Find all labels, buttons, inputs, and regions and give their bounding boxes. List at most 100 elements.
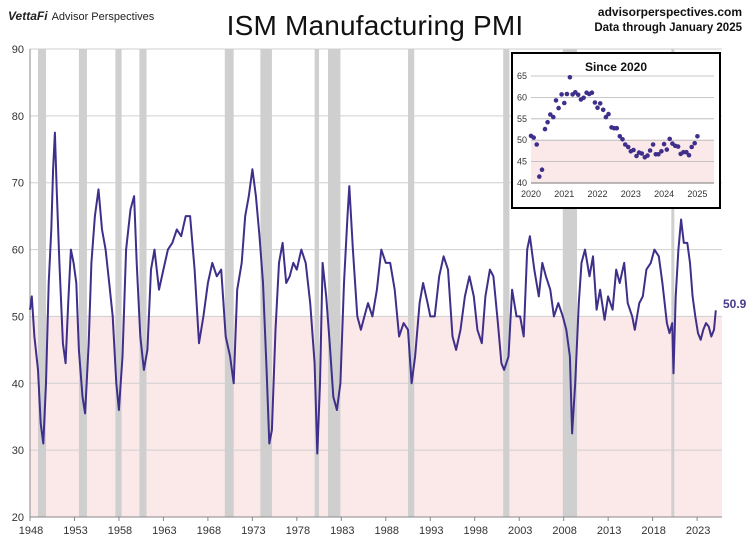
inset-point xyxy=(551,114,556,120)
y-tick-label: 90 xyxy=(12,44,24,56)
recession-bar xyxy=(139,49,147,517)
inset-x-tick-label: 2020 xyxy=(521,189,541,199)
pmi-line xyxy=(29,131,717,455)
brand-name: Advisor Perspectives xyxy=(51,11,155,23)
y-tick-label: 70 xyxy=(12,178,24,190)
inset-point xyxy=(589,90,595,95)
inset-y-tick-label: 65 xyxy=(517,71,527,81)
x-tick-label: 1958 xyxy=(108,525,132,537)
x-tick-label: 2008 xyxy=(552,525,576,537)
inset-y-tick-label: 60 xyxy=(517,92,527,102)
x-tick-label: 1993 xyxy=(419,525,443,537)
last-value-label: 50.9 xyxy=(723,297,747,311)
inset-point xyxy=(625,144,631,150)
inset-point xyxy=(531,135,536,140)
inset-point xyxy=(542,126,548,132)
inset-point xyxy=(597,101,603,106)
inset-point xyxy=(556,105,561,111)
vettafi-logo: VettaFi xyxy=(8,9,48,23)
inset-x-tick-label: 2022 xyxy=(588,189,608,199)
x-tick-label: 2003 xyxy=(508,525,532,537)
x-tick-label: 1983 xyxy=(330,525,354,537)
recession-bar xyxy=(115,49,122,517)
inset-title: Since 2020 xyxy=(585,60,647,74)
recession-bar xyxy=(224,49,234,517)
x-tick-label: 1963 xyxy=(152,525,176,537)
x-tick-label: 1988 xyxy=(375,525,399,537)
x-tick-label: 2018 xyxy=(641,525,665,537)
inset-point xyxy=(675,144,681,149)
inset-point xyxy=(617,134,623,139)
recession-bar xyxy=(408,49,415,517)
inset-point xyxy=(614,125,620,131)
inset-point xyxy=(562,100,567,106)
inset-point xyxy=(639,151,645,156)
source-note: Data through January 2025 xyxy=(594,22,742,34)
inset-point xyxy=(548,112,553,117)
inset-point xyxy=(689,144,694,150)
inset-point xyxy=(559,92,564,97)
inset-point xyxy=(545,119,550,125)
recession-bar xyxy=(260,49,272,517)
inset-point xyxy=(684,149,689,155)
x-tick-label: 1968 xyxy=(197,525,221,537)
recession-bar xyxy=(38,49,47,517)
inset-point xyxy=(659,149,664,154)
y-tick-label: 80 xyxy=(12,111,24,123)
source-block: advisorperspectives.com Data through Jan… xyxy=(594,4,742,36)
y-tick-label: 50 xyxy=(12,311,24,323)
source-site: advisorperspectives.com xyxy=(597,5,742,19)
inset-point xyxy=(575,92,581,98)
inset-point xyxy=(661,141,667,147)
inset-point xyxy=(667,136,672,142)
x-tick-label: 2023 xyxy=(686,525,710,537)
below-50-zone xyxy=(30,316,722,517)
inset-point xyxy=(631,147,636,153)
inset-point xyxy=(592,100,598,105)
y-tick-label: 20 xyxy=(12,512,24,524)
inset-x-tick-label: 2025 xyxy=(687,189,707,199)
y-tick-label: 30 xyxy=(12,445,24,457)
inset-point xyxy=(645,153,650,158)
recession-bar xyxy=(78,49,87,517)
inset-point xyxy=(656,152,661,157)
chart-title: ISM Manufacturing PMI xyxy=(226,10,524,41)
inset-point xyxy=(620,137,625,142)
inset-y-tick-label: 55 xyxy=(517,114,527,124)
inset-point xyxy=(603,114,609,120)
recession-bar xyxy=(671,49,675,517)
inset-point xyxy=(606,111,611,117)
x-tick-label: 1948 xyxy=(19,525,43,537)
inset-point xyxy=(650,142,656,147)
x-tick-label: 2013 xyxy=(597,525,621,537)
inset-y-tick-label: 45 xyxy=(517,157,527,167)
inset-point xyxy=(692,140,697,146)
inset-point xyxy=(595,105,600,110)
inset-point xyxy=(686,152,692,158)
y-tick-label: 40 xyxy=(12,378,24,390)
inset-point xyxy=(564,91,570,97)
inset-x-tick-label: 2023 xyxy=(621,189,641,199)
inset-point xyxy=(534,142,539,147)
x-tick-label: 1953 xyxy=(63,525,87,537)
inset-x-tick-label: 2021 xyxy=(554,189,574,199)
inset-y-tick-label: 50 xyxy=(517,135,527,145)
y-tick-label: 60 xyxy=(12,245,24,257)
inset-point xyxy=(664,147,670,152)
recession-bar xyxy=(503,49,510,517)
inset-point xyxy=(553,98,559,103)
x-tick-label: 1978 xyxy=(286,525,310,537)
recession-bar xyxy=(327,49,341,517)
inset-point xyxy=(695,134,700,139)
inset-point xyxy=(539,167,545,172)
inset-point xyxy=(537,174,542,179)
inset-point xyxy=(634,153,639,159)
brand: VettaFi Advisor Perspectives xyxy=(8,9,154,23)
inset-point xyxy=(567,75,573,80)
x-tick-label: 1973 xyxy=(241,525,265,537)
inset-y-tick-label: 40 xyxy=(517,178,527,188)
inset-point xyxy=(581,95,586,101)
inset-point xyxy=(647,148,653,153)
recession-bar xyxy=(314,49,320,517)
